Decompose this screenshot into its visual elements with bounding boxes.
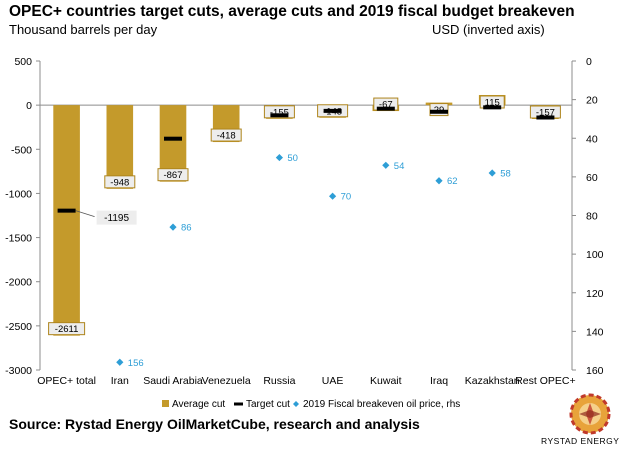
- category-label: OPEC+ total: [37, 375, 96, 387]
- right-axis-unit: USD (inverted axis): [432, 22, 545, 37]
- bar-value-label: -418: [217, 131, 236, 142]
- right-tick-label: 40: [586, 133, 598, 145]
- target-cut-marker: [57, 208, 76, 213]
- left-tick-label: -2500: [5, 321, 32, 333]
- legend-swatch-target-cut: [234, 402, 243, 406]
- breakeven-price-label: 156: [128, 358, 144, 369]
- bar-label-box: [157, 168, 189, 182]
- target-cut-marker: [483, 105, 502, 110]
- bar-value-label: -67: [379, 100, 393, 111]
- category-label: Russia: [263, 375, 295, 387]
- target-cut-marker: [323, 108, 342, 113]
- left-tick-label: 0: [26, 100, 32, 112]
- left-axis-unit: Thousand barrels per day: [9, 22, 158, 37]
- category-label: Kuwait: [370, 375, 402, 387]
- target-cut-marker: [536, 115, 555, 120]
- target-cut-marker: [164, 136, 182, 141]
- right-tick-label: 140: [586, 326, 604, 338]
- bar-label-box: [48, 322, 86, 336]
- legend-label-breakeven: 2019 Fiscal breakeven oil price, rhs: [303, 399, 460, 410]
- bar-label-box: [210, 128, 242, 142]
- right-tick-label: 0: [586, 56, 592, 68]
- breakeven-price-marker: [382, 161, 390, 169]
- right-tick-label: 20: [586, 95, 598, 107]
- left-tick-label: -3000: [5, 365, 32, 377]
- bar-value-label: -867: [163, 170, 182, 181]
- breakeven-price-label: 70: [341, 192, 352, 203]
- left-tick-label: -1000: [5, 188, 32, 200]
- breakeven-price-label: 62: [447, 176, 458, 187]
- target-cut-marker: [376, 106, 395, 111]
- right-tick-label: 100: [586, 249, 604, 261]
- chart: 500 0 -500 -1000 -1500 -2000 -2500 -3000 0 20 40 60…: [5, 56, 604, 410]
- breakeven-price-label: 54: [394, 161, 405, 172]
- average-cut-bar: [53, 105, 80, 336]
- target-label-leader: [75, 210, 95, 218]
- breakeven-price-label: 58: [500, 169, 511, 180]
- category-label: Venezuela: [202, 375, 251, 387]
- breakeven-price-marker: [488, 169, 496, 177]
- breakeven-price-marker: [435, 177, 443, 185]
- chart-title: OPEC+ countries target cuts, average cut…: [9, 3, 575, 20]
- bar-value-label: -2611: [55, 324, 79, 335]
- breakeven-price-marker: [329, 192, 337, 200]
- left-tick-label: -500: [11, 144, 32, 156]
- average-cut-bar: [106, 105, 134, 189]
- bar-label-box: [104, 175, 136, 189]
- breakeven-price-label: 86: [181, 223, 192, 234]
- right-tick-label: 80: [586, 211, 598, 223]
- category-label: Saudi Arabia: [143, 375, 203, 387]
- bar-value-label: 115: [485, 97, 500, 108]
- left-tick-label: -1500: [5, 233, 32, 245]
- category-label: Rest OPEC+: [515, 375, 575, 387]
- right-tick-label: 160: [586, 365, 604, 377]
- target-label-box: [96, 210, 137, 225]
- bar-value-label: -155: [270, 107, 289, 118]
- right-tick-label: 60: [586, 172, 598, 184]
- breakeven-price-marker: [169, 223, 177, 231]
- legend-label-target-cut: Target cut: [246, 399, 290, 410]
- category-label: Iraq: [430, 375, 448, 387]
- breakeven-price-marker: [116, 358, 124, 366]
- legend-swatch-breakeven: [293, 401, 299, 407]
- left-tick-label: 500: [14, 56, 32, 68]
- legend-label-average-cut: Average cut: [172, 399, 225, 410]
- target-cut-marker: [430, 109, 448, 114]
- right-tick-label: 120: [586, 288, 604, 300]
- breakeven-price-label: 50: [287, 153, 298, 164]
- left-tick-label: -2000: [5, 277, 32, 289]
- target-value-label: -1195: [104, 213, 129, 224]
- category-label: Iran: [111, 375, 129, 387]
- breakeven-price-marker: [275, 153, 283, 162]
- rystad-logo-icon: [569, 393, 611, 435]
- target-cut-marker: [270, 113, 289, 118]
- bar-value-label: -948: [110, 177, 129, 188]
- category-label: UAE: [322, 375, 344, 387]
- brand-name: RYSTAD ENERGY: [541, 436, 620, 446]
- category-label: Kazakhstan: [465, 375, 520, 387]
- bar-value-label: -157: [536, 108, 555, 119]
- legend-swatch-average-cut: [162, 400, 169, 407]
- source-note: Source: Rystad Energy OilMarketCube, res…: [9, 416, 420, 432]
